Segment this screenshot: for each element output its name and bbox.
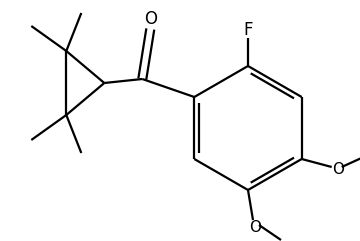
Text: O: O <box>332 161 344 176</box>
Text: O: O <box>144 10 157 28</box>
Text: O: O <box>249 220 261 234</box>
Text: F: F <box>243 21 253 39</box>
